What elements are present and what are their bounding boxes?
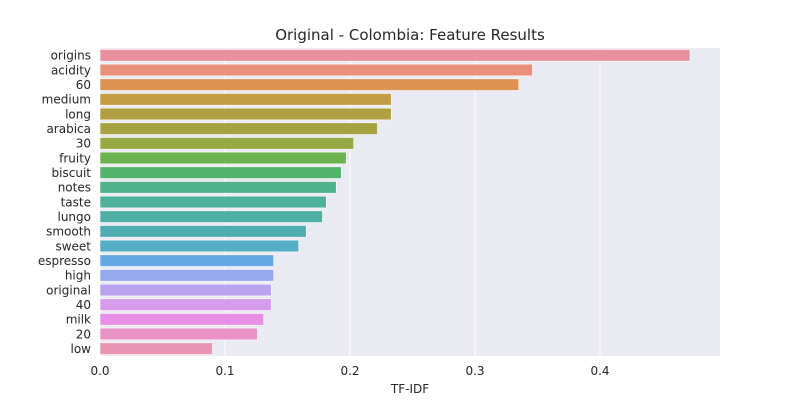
x-tick-labels: 0.0 0.1 0.2 0.3 0.4 bbox=[90, 364, 609, 378]
bar-medium bbox=[99, 93, 392, 106]
y-tick-label: biscuit bbox=[52, 166, 92, 180]
y-tick-label: original bbox=[46, 283, 91, 297]
bar-smooth bbox=[99, 225, 307, 238]
x-tick-label: 0.3 bbox=[465, 364, 484, 378]
y-tick-label: origins bbox=[51, 49, 91, 63]
chart-title: Original - Colombia: Feature Results bbox=[275, 26, 545, 44]
y-tick-label: long bbox=[65, 107, 91, 121]
bar-espresso bbox=[99, 254, 275, 267]
bar-30 bbox=[99, 137, 355, 150]
bar-sweet bbox=[99, 239, 300, 253]
y-tick-label: lungo bbox=[57, 210, 91, 224]
bar-high bbox=[99, 269, 275, 282]
bar-60 bbox=[99, 78, 520, 91]
y-tick-labels: originsacidity60mediumlongarabica30fruit… bbox=[38, 49, 91, 356]
y-tick-label: milk bbox=[66, 313, 91, 327]
bars bbox=[99, 49, 691, 355]
bar-low bbox=[99, 342, 213, 355]
x-tick-label: 0.1 bbox=[215, 364, 234, 378]
y-tick-label: espresso bbox=[38, 254, 91, 268]
bar-arabica bbox=[99, 122, 378, 135]
y-tick-label: 30 bbox=[76, 137, 91, 151]
y-tick-label: medium bbox=[42, 93, 91, 107]
y-tick-label: smooth bbox=[46, 225, 91, 239]
y-tick-label: 20 bbox=[76, 327, 91, 341]
bar-notes bbox=[99, 181, 337, 194]
bar-lungo bbox=[99, 210, 323, 223]
bar-origins bbox=[99, 49, 691, 62]
y-tick-label: taste bbox=[61, 195, 91, 209]
y-tick-label: fruity bbox=[59, 151, 91, 165]
y-tick-label: arabica bbox=[46, 122, 91, 136]
bar-milk bbox=[99, 313, 265, 326]
y-tick-label: low bbox=[71, 342, 92, 356]
x-tick-label: 0.2 bbox=[340, 364, 359, 378]
y-tick-label: acidity bbox=[51, 63, 91, 77]
x-axis-label: TF-IDF bbox=[390, 382, 429, 396]
y-tick-label: 60 bbox=[76, 78, 91, 92]
bar-acidity bbox=[99, 63, 533, 77]
y-tick-label: notes bbox=[58, 181, 91, 195]
bar-20 bbox=[99, 327, 258, 341]
bar-original bbox=[99, 283, 272, 297]
bar-40 bbox=[99, 298, 272, 311]
y-tick-label: sweet bbox=[55, 239, 91, 253]
y-tick-label: 40 bbox=[76, 298, 91, 312]
bar-taste bbox=[99, 195, 327, 209]
y-tick-label: high bbox=[65, 269, 91, 283]
bar-biscuit bbox=[99, 166, 342, 179]
x-tick-label: 0.0 bbox=[90, 364, 109, 378]
x-tick-label: 0.4 bbox=[590, 364, 609, 378]
bar-fruity bbox=[99, 151, 347, 165]
bar-long bbox=[99, 107, 392, 121]
